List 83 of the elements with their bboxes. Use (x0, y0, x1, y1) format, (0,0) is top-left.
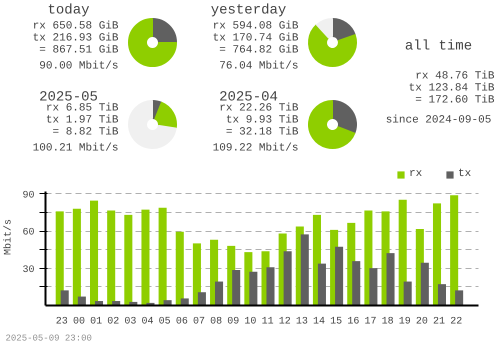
text: 100.21 Mbit/s (32, 142, 119, 154)
bar (249, 272, 258, 306)
text: 2025-05-09 23:00 (6, 334, 92, 344)
bar (124, 214, 132, 306)
text: tx 170.74 GiB (212, 32, 299, 44)
chart-title: yesterday (210, 2, 286, 18)
bar (72, 208, 81, 306)
text: tx 1.97 TiB (46, 114, 119, 126)
y-tick-label: 30 (22, 264, 35, 276)
bar (450, 195, 458, 306)
bar (215, 282, 224, 306)
text: all time (404, 38, 472, 54)
bar (266, 267, 275, 306)
text: 109.22 Mbit/s (212, 142, 299, 154)
text: rx 594.08 GiB (212, 20, 299, 32)
text: rx 48.76 TiB (415, 70, 495, 82)
text: 76.04 Mbit/s (219, 60, 299, 72)
bar (107, 210, 116, 306)
text: = 8.82 TiB (52, 126, 119, 138)
text: tx 123.84 TiB (408, 82, 495, 94)
bar (141, 210, 150, 306)
y-tick-label: 90 (22, 190, 35, 202)
bar (158, 208, 167, 306)
bar (60, 290, 69, 306)
text: = 764.82 GiB (219, 44, 299, 56)
x-tick-label: 06 (176, 316, 188, 328)
x-tick-label: 21 (433, 316, 446, 328)
bar (438, 284, 446, 306)
x-tick-label: 15 (330, 316, 342, 328)
bar (386, 253, 395, 306)
x-tick-label: 18 (382, 316, 394, 328)
text: = 32.18 TiB (226, 126, 299, 138)
x-tick-label: 12 (278, 316, 291, 328)
text: 90.00 Mbit/s (39, 60, 119, 72)
x-tick-label: 03 (124, 316, 136, 328)
x-tick-label: 16 (347, 316, 360, 328)
x-tick-label: 17 (364, 316, 376, 328)
x-tick-label: 23 (56, 316, 68, 328)
x-tick-label: 11 (262, 316, 274, 328)
x-tick-label: 13 (296, 316, 308, 328)
bar (90, 200, 98, 306)
bar (232, 270, 240, 306)
text: rx 650.58 GiB (32, 20, 119, 32)
x-tick-label: 08 (210, 316, 222, 328)
legend-label: rx (409, 168, 424, 180)
x-tick-label: 02 (107, 316, 120, 328)
bar (176, 232, 184, 306)
bar (56, 211, 64, 306)
x-tick-label: 10 (244, 316, 256, 328)
bar (300, 234, 309, 306)
x-tick-label: 04 (142, 316, 154, 328)
x-tick-label: 01 (90, 316, 102, 328)
x-tick-label: 22 (450, 316, 462, 328)
bar (318, 264, 326, 306)
bar (335, 246, 344, 306)
text: since 2024-09-05 (386, 114, 492, 126)
bar (398, 200, 407, 306)
y-tick-label: 60 (22, 228, 35, 239)
bar (432, 203, 442, 306)
text: tx 9.93 TiB (226, 114, 299, 126)
bar (198, 292, 206, 306)
x-tick-label: 19 (398, 316, 411, 328)
x-tick-label: 09 (227, 316, 240, 328)
text: rx 22.26 TiB (219, 102, 299, 114)
x-tick-label: 00 (72, 316, 85, 328)
x-tick-label: 14 (313, 316, 326, 328)
text: = 172.60 TiB (415, 94, 495, 106)
x-tick-label: 05 (158, 316, 171, 328)
y-axis-title: Mbit/s (2, 218, 14, 256)
bar (420, 262, 429, 306)
bar (455, 290, 464, 306)
text: tx 216.93 GiB (32, 32, 119, 44)
x-tick-label: 07 (192, 316, 205, 328)
bar (192, 243, 201, 306)
x-tick-label: 20 (416, 316, 428, 328)
legend-label: tx (458, 168, 472, 180)
bar (404, 282, 412, 306)
text: rx 6.85 TiB (46, 102, 119, 114)
text: = 867.51 GiB (39, 44, 119, 56)
bar (284, 251, 292, 306)
chart-title: today (47, 2, 90, 18)
bar (352, 261, 360, 306)
bar (369, 268, 378, 306)
